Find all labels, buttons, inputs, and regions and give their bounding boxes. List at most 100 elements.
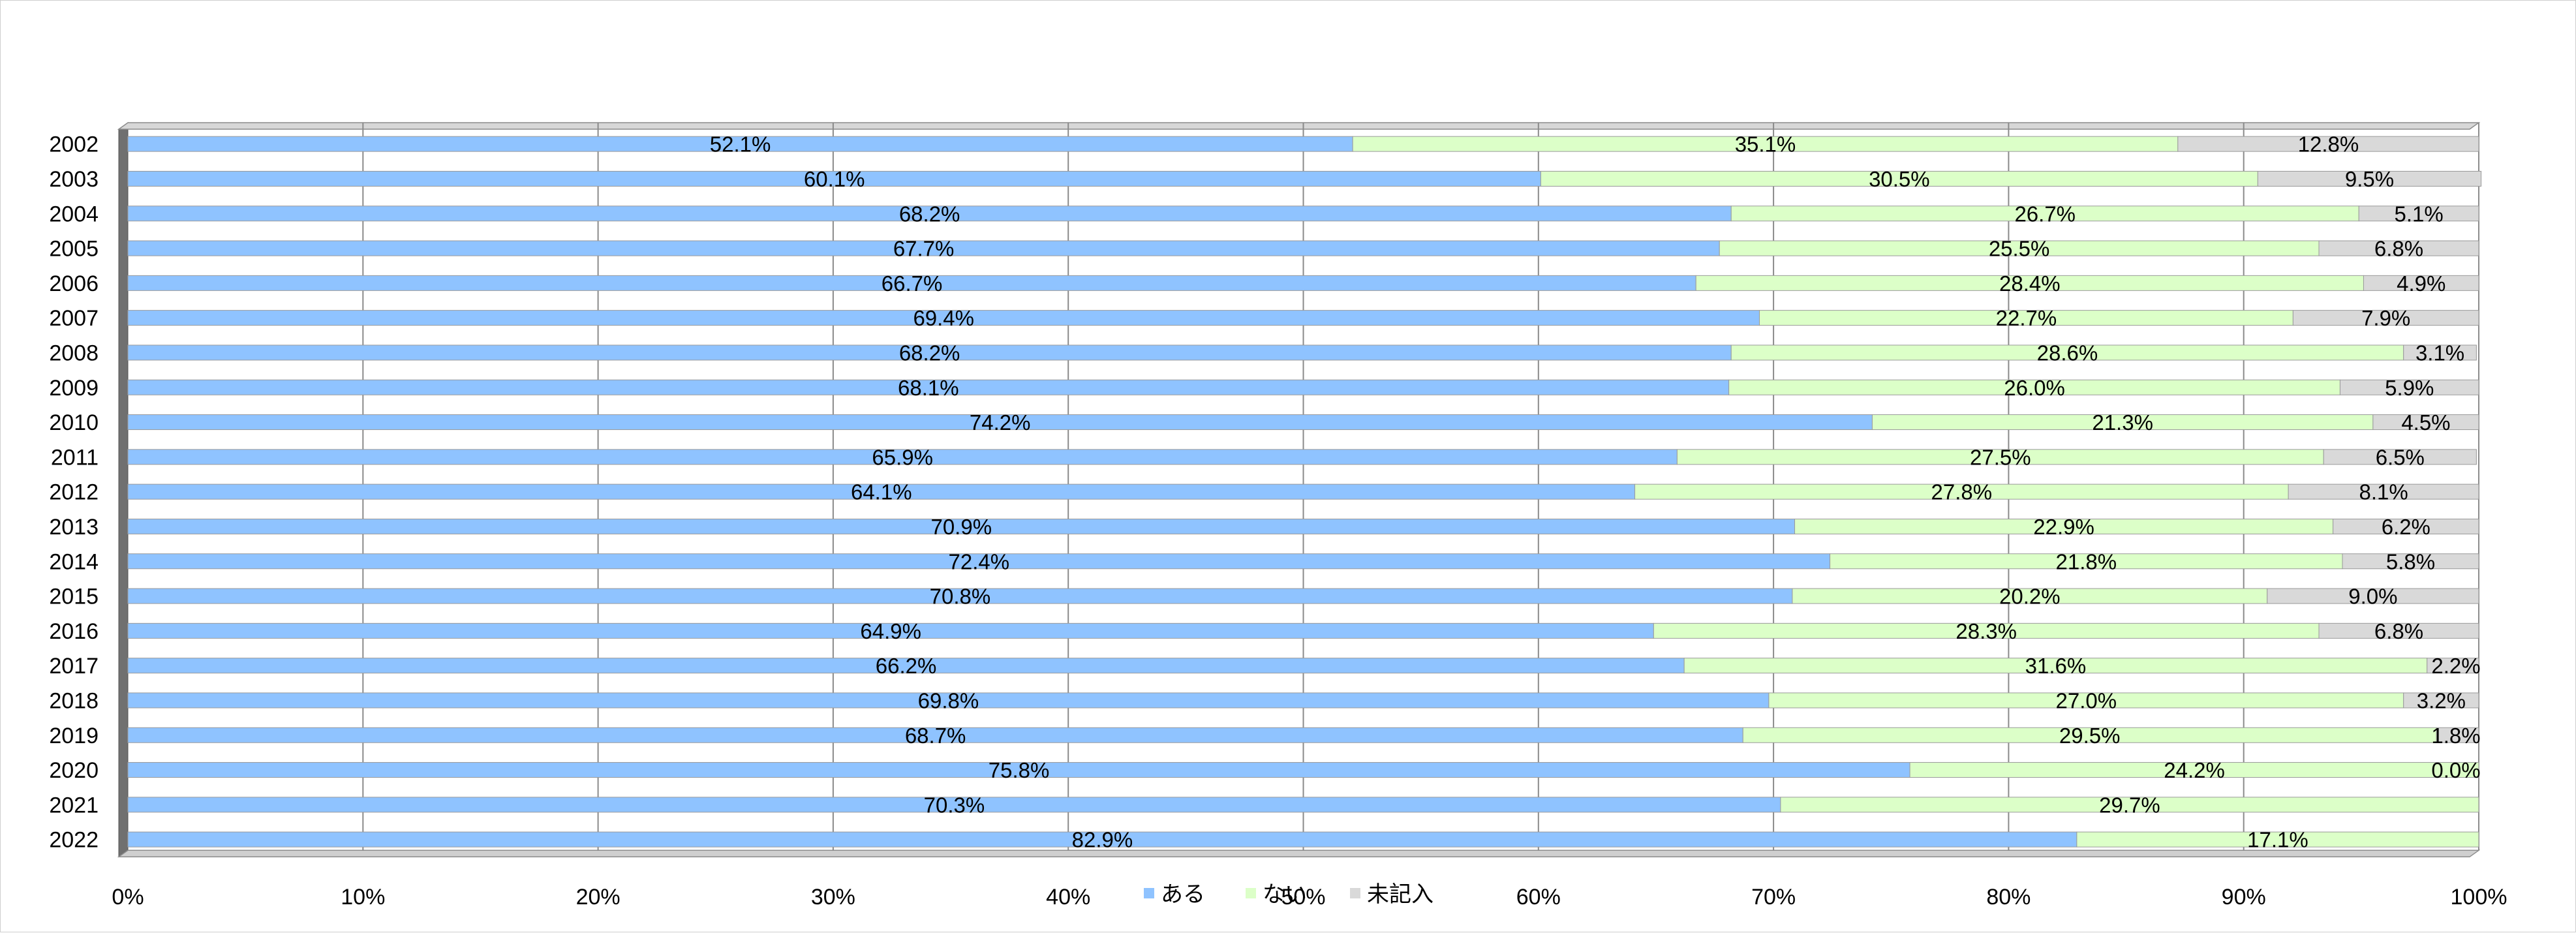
data-label: 6.2% (2382, 515, 2430, 539)
data-label: 9.0% (2348, 585, 2397, 609)
data-label: 68.2% (899, 202, 960, 226)
data-label: 28.4% (1999, 271, 2061, 296)
data-label: 74.2% (970, 410, 1031, 435)
data-label: 28.6% (2037, 341, 2098, 365)
data-label: 4.5% (2401, 410, 2450, 435)
x-tick-label: 90% (2222, 885, 2266, 910)
bar-segment (2363, 275, 2479, 291)
x-tick-label: 20% (576, 885, 621, 910)
data-label: 70.9% (930, 515, 992, 539)
data-label: 60.1% (804, 167, 865, 191)
bar-segment (2372, 414, 2479, 431)
data-label: 35.1% (1735, 132, 1796, 157)
x-tick-label: 0% (112, 885, 144, 910)
x-tick-label: 30% (811, 885, 855, 910)
data-label: 7.9% (2361, 306, 2410, 330)
data-label: 3.1% (2415, 341, 2464, 365)
data-label: 70.8% (930, 585, 991, 609)
data-label: 31.6% (2025, 654, 2087, 678)
data-label: 52.1% (710, 132, 771, 157)
bar-segment (2427, 658, 2479, 674)
data-label: 72.4% (948, 549, 1009, 574)
legend-label: 未記入 (1367, 882, 1434, 907)
data-label: 69.4% (913, 306, 974, 330)
y-tick-label: 2007 (49, 306, 99, 331)
data-label: 26.0% (2004, 376, 2065, 400)
x-tick-label: 70% (1751, 885, 1796, 910)
data-label: 29.7% (2099, 793, 2160, 817)
legend-swatch (1350, 888, 1360, 898)
legend-swatch (1246, 888, 1256, 898)
y-tick-label: 2015 (49, 585, 99, 609)
data-label: 6.8% (2374, 237, 2423, 261)
plot-left-wall (118, 122, 129, 858)
data-label: 26.7% (2014, 202, 2076, 226)
y-tick-label: 2008 (49, 341, 99, 365)
data-label: 65.9% (872, 445, 933, 469)
data-label: 5.9% (2385, 376, 2434, 400)
data-label: 64.9% (860, 619, 921, 643)
data-label: 28.3% (1955, 619, 2017, 643)
legend-swatch (1144, 888, 1154, 898)
bar-segment (2177, 136, 2479, 152)
bar-segment (2342, 553, 2479, 570)
data-label: 9.5% (2345, 167, 2394, 191)
data-label: 30.5% (1869, 167, 1930, 191)
data-label: 24.2% (2164, 758, 2225, 782)
y-tick-label: 2017 (49, 654, 99, 679)
legend-label: ない (1263, 882, 1307, 907)
bar-segment (2358, 206, 2479, 222)
bar-segment (2333, 518, 2479, 534)
y-tick-label: 2006 (49, 271, 99, 296)
bar-segment (2318, 240, 2479, 256)
data-label: 12.8% (2298, 132, 2359, 157)
data-label: 17.1% (2247, 828, 2308, 852)
y-tick-label: 2002 (49, 132, 99, 157)
legend-label: ある (1161, 882, 1205, 907)
data-label: 64.1% (851, 480, 912, 504)
data-label: 8.1% (2359, 480, 2408, 504)
bar-segment (2403, 344, 2477, 361)
data-label: 66.2% (876, 654, 937, 678)
bar-segment (2339, 379, 2479, 395)
data-label: 22.7% (1996, 306, 2057, 330)
data-label: 27.8% (1931, 480, 1993, 504)
data-label: 5.1% (2395, 202, 2444, 226)
bar-segment (1780, 797, 2479, 813)
x-tick-label: 10% (341, 885, 385, 910)
bar-segment (2257, 170, 2482, 187)
y-tick-label: 2011 (51, 445, 99, 470)
data-label: 67.7% (893, 237, 955, 261)
y-tick-label: 2018 (49, 688, 99, 713)
y-tick-label: 2020 (49, 758, 99, 783)
data-label: 70.3% (924, 793, 985, 817)
data-label: 21.3% (2092, 410, 2153, 435)
y-tick-label: 2012 (49, 480, 99, 505)
bar-segment (2403, 692, 2479, 709)
y-tick-label: 2003 (49, 167, 99, 192)
y-tick-label: 2009 (49, 376, 99, 401)
data-label: 27.0% (2056, 688, 2117, 712)
bar-segment (2318, 622, 2479, 639)
plot-top-edge (117, 122, 2481, 130)
data-label: 5.8% (2386, 549, 2435, 574)
y-tick-label: 2021 (49, 793, 99, 818)
data-label: 3.2% (2417, 688, 2466, 712)
data-label: 66.7% (882, 271, 943, 296)
y-tick-label: 2005 (49, 237, 99, 262)
data-label: 75.8% (989, 758, 1050, 782)
y-tick-label: 2010 (49, 410, 99, 435)
data-label: 0.0% (2431, 758, 2480, 782)
data-label: 68.2% (899, 341, 960, 365)
data-label: 68.7% (905, 724, 966, 748)
data-label: 1.8% (2431, 724, 2480, 748)
bar-segment (2076, 831, 2479, 848)
data-label: 2.2% (2431, 654, 2480, 678)
bar-segment (2288, 483, 2479, 500)
bar-segment (2436, 727, 2479, 743)
data-label: 68.1% (898, 376, 959, 400)
data-label: 4.9% (2397, 271, 2446, 296)
x-tick-label: 100% (2451, 885, 2507, 910)
data-label: 82.9% (1072, 828, 1133, 852)
